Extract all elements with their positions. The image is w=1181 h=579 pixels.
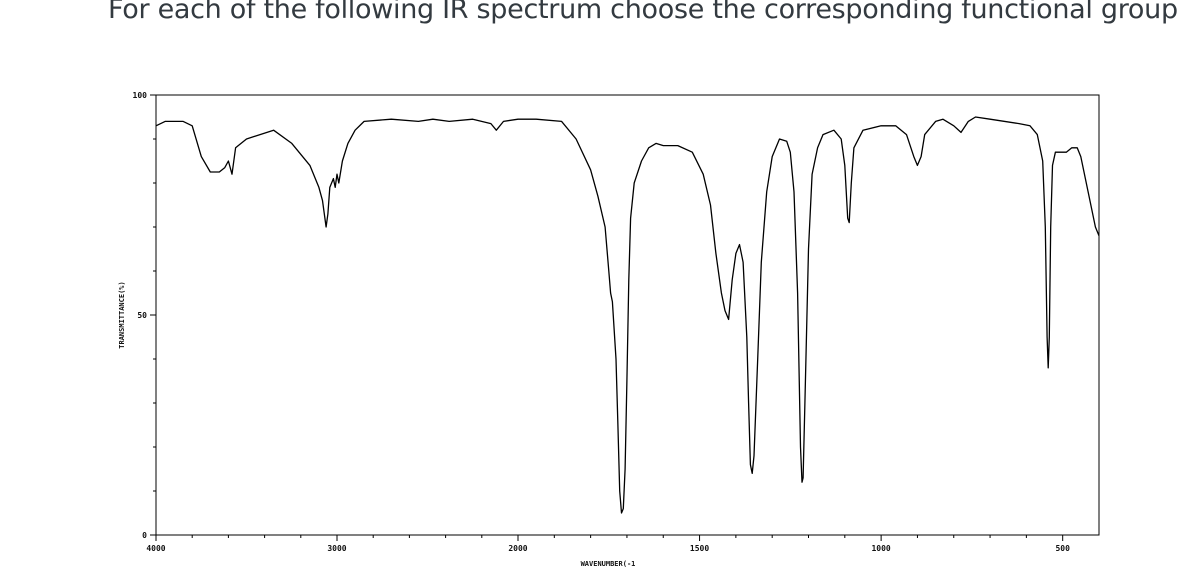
question-text: For each of the following IR spectrum ch…: [108, 0, 1178, 25]
x-tick-label: 2000: [508, 544, 527, 553]
y-tick-label: 0: [142, 531, 147, 540]
x-tick-label: 3000: [327, 544, 346, 553]
x-axis-title: WAVENUMBER(-1: [581, 560, 636, 568]
x-tick-label: 500: [1055, 544, 1070, 553]
y-tick-label: 50: [137, 311, 147, 320]
x-tick-label: 1500: [690, 544, 709, 553]
series-line: [155, 116, 1100, 514]
x-tick-label: 4000: [146, 544, 165, 553]
y-tick-label: 100: [133, 91, 148, 100]
y-axis-title: TRANSMITTANCE(%): [118, 281, 126, 348]
x-tick-label: 1000: [871, 544, 890, 553]
